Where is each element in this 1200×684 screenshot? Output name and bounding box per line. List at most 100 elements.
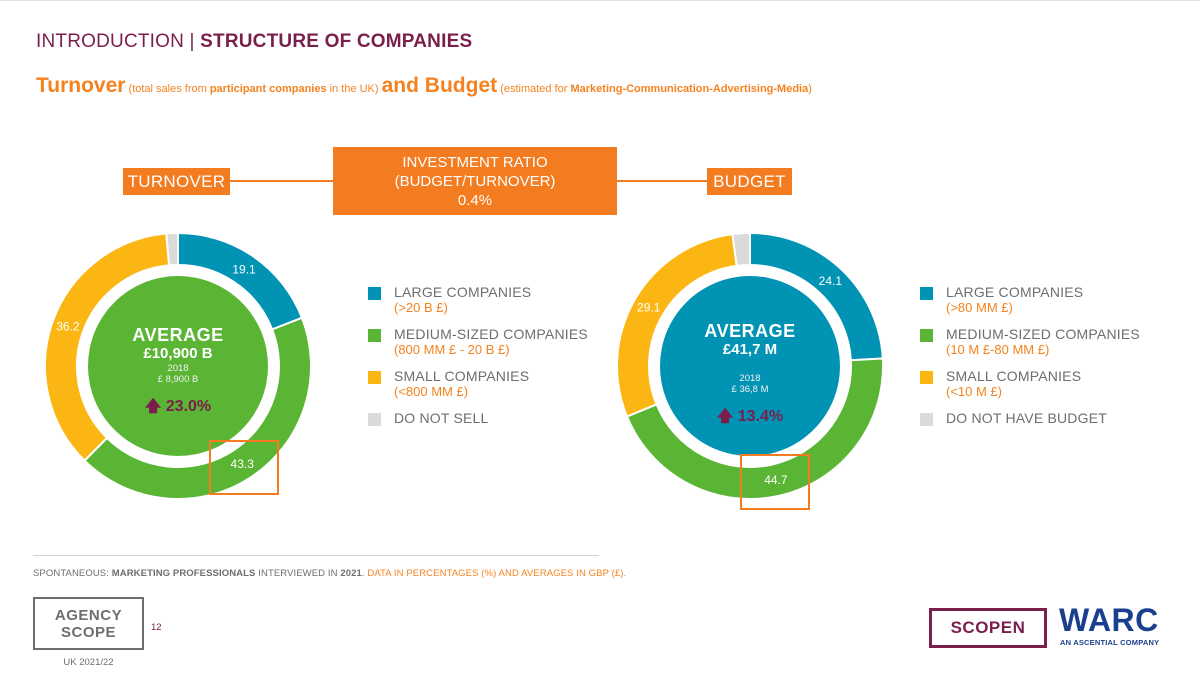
legend-label: MEDIUM-SIZED COMPANIES <box>946 326 1140 342</box>
arrow-up-icon: 🡅 <box>716 408 734 425</box>
budget-average-value: £41,7 M <box>722 341 778 358</box>
budget-center: AVERAGE £41,7 M 2018 £ 36,8 M 🡅 13.4% <box>660 275 840 455</box>
footnote-bold2: 2021 <box>340 568 362 579</box>
subtitle-budget-note: (estimated for Marketing-Communication-A… <box>497 83 812 95</box>
footnote-highlight: DATA IN PERCENTAGES (%) AND AVERAGES IN … <box>367 568 627 579</box>
legend-label: DO NOT HAVE BUDGET <box>946 410 1107 426</box>
legend-item: DO NOT HAVE BUDGET <box>920 410 1140 426</box>
legend-swatch <box>920 371 933 384</box>
legend-item: MEDIUM-SIZED COMPANIES (10 M £-80 MM £) <box>920 326 1140 358</box>
scopen-logo: SCOPEN <box>929 608 1047 648</box>
donut-core <box>88 276 268 456</box>
page-number: 12 <box>151 622 162 633</box>
legend-swatch <box>368 329 381 342</box>
warc-logo: WARC <box>1059 602 1159 638</box>
turnover-note-bold: participant companies <box>209 83 327 95</box>
section-title-strong: STRUCTURE OF COMPANIES <box>200 31 473 52</box>
slice-label-medium: 43.3 <box>231 457 255 471</box>
footnote: SPONTANEOUS: MARKETING PROFESSIONALS INT… <box>33 568 626 579</box>
connector-line-left <box>230 180 333 182</box>
budget-legend: LARGE COMPANIES (>80 MM £) MEDIUM-SIZED C… <box>920 284 1140 436</box>
legend-label: LARGE COMPANIES <box>394 284 532 300</box>
agency-logo-line2: SCOPE <box>60 624 116 641</box>
budget-note-part2: ) <box>808 83 812 95</box>
footnote-part3: . <box>361 568 368 579</box>
slice-none <box>731 231 751 268</box>
legend-item: LARGE COMPANIES (>20 B £) <box>368 284 588 316</box>
budget-note-part1: (estimated for <box>497 83 571 95</box>
turnover-center: AVERAGE £10,900 B 2018 £ 8,900 B 🡅 23.0% <box>88 275 268 455</box>
subtitle-turnover-note: (total sales from participant companies … <box>125 83 381 95</box>
legend-swatch <box>368 287 381 300</box>
slice-medium <box>83 316 312 500</box>
legend-swatch <box>920 413 933 426</box>
section-title: INTRODUCTION | STRUCTURE OF COMPANIES <box>36 31 472 53</box>
turnover-tag: TURNOVER <box>123 168 230 195</box>
turnover-change: 🡅 23.0% <box>88 395 268 422</box>
turnover-note-part1: (total sales from <box>125 83 210 95</box>
legend-label: DO NOT SELL <box>394 410 489 426</box>
legend-item: SMALL COMPANIES (<800 MM £) <box>368 368 588 400</box>
budget-prev-year: 2018 <box>739 373 761 384</box>
budget-change-value: 13.4% <box>737 408 784 425</box>
turnover-highlight-box <box>209 440 279 495</box>
connector-line-right <box>617 180 707 182</box>
arrow-up-icon: 🡅 <box>144 398 162 415</box>
legend-range: (800 MM £ - 20 B £) <box>394 342 510 357</box>
subtitle-turnover: Turnover <box>36 74 126 97</box>
legend-range: (>20 B £) <box>394 300 448 315</box>
turnover-legend: LARGE COMPANIES (>20 B £) MEDIUM-SIZED CO… <box>368 284 588 436</box>
legend-range: (>80 MM £) <box>946 300 1013 315</box>
legend-item: DO NOT SELL <box>368 410 588 426</box>
turnover-donut-chart: 19.1 43.3 36.2 <box>44 231 312 500</box>
legend-item: SMALL COMPANIES (<10 M £) <box>920 368 1140 400</box>
legend-range: (<10 M £) <box>946 384 1002 399</box>
legend-item: MEDIUM-SIZED COMPANIES (800 MM £ - 20 B £… <box>368 326 588 358</box>
agency-scope-logo: AGENCY SCOPE <box>33 597 144 650</box>
slice-label-large: 19.1 <box>232 262 256 276</box>
legend-label: SMALL COMPANIES <box>394 368 530 384</box>
slice-label-small: 36.2 <box>56 319 80 333</box>
turnover-average-value: £10,900 B <box>143 345 213 362</box>
slice-medium <box>625 357 884 500</box>
slice-label-small: 29.1 <box>637 300 661 314</box>
legend-swatch <box>368 413 381 426</box>
subtitle-budget: and Budget <box>381 74 498 97</box>
legend-label: SMALL COMPANIES <box>946 368 1082 384</box>
investment-ratio-box: INVESTMENT RATIO (BUDGET/TURNOVER) 0.4% <box>333 147 617 215</box>
footnote-part2: INTERVIEWED IN <box>255 568 341 579</box>
turnover-average-heading: AVERAGE <box>132 325 224 345</box>
turnover-prev-year: 2018 <box>167 363 189 374</box>
turnover-note-part2: in the UK) <box>326 83 382 95</box>
slice-none <box>165 231 179 267</box>
budget-highlight-box <box>740 454 810 510</box>
budget-note-bold: Marketing-Communication-Advertising-Medi… <box>570 83 809 95</box>
budget-average-heading: AVERAGE <box>704 321 796 341</box>
section-prefix: INTRODUCTION | <box>36 31 201 52</box>
turnover-change-value: 23.0% <box>165 398 212 415</box>
legend-swatch <box>920 329 933 342</box>
legend-label: LARGE COMPANIES <box>946 284 1084 300</box>
agency-scope-edition: UK 2021/22 <box>63 657 114 668</box>
budget-prev-value: £ 36,8 M <box>731 384 769 395</box>
slice-label-large: 24.1 <box>819 274 843 288</box>
ratio-line1: INVESTMENT RATIO <box>402 154 548 171</box>
budget-donut-chart: 24.1 44.7 29.1 <box>616 231 884 500</box>
slice-label-medium: 44.7 <box>764 473 788 487</box>
legend-range: (<800 MM £) <box>394 384 469 399</box>
legend-swatch <box>920 287 933 300</box>
slide-subtitle: Turnover (total sales from participant c… <box>36 74 812 98</box>
top-divider <box>0 0 1200 1</box>
footnote-part1: SPONTANEOUS: <box>33 568 112 579</box>
agency-logo-line1: AGENCY <box>54 607 123 624</box>
footnote-bold1: MARKETING PROFESSIONALS <box>111 568 256 579</box>
legend-swatch <box>368 371 381 384</box>
budget-tag: BUDGET <box>707 168 792 195</box>
donut-core <box>660 276 840 456</box>
legend-item: LARGE COMPANIES (>80 MM £) <box>920 284 1140 316</box>
ratio-line2: (BUDGET/TURNOVER) <box>394 173 556 190</box>
legend-range: (10 M £-80 MM £) <box>946 342 1050 357</box>
turnover-prev-value: £ 8,900 B <box>157 374 199 385</box>
ratio-value: 0.4% <box>457 192 493 209</box>
footnote-divider <box>33 555 599 556</box>
